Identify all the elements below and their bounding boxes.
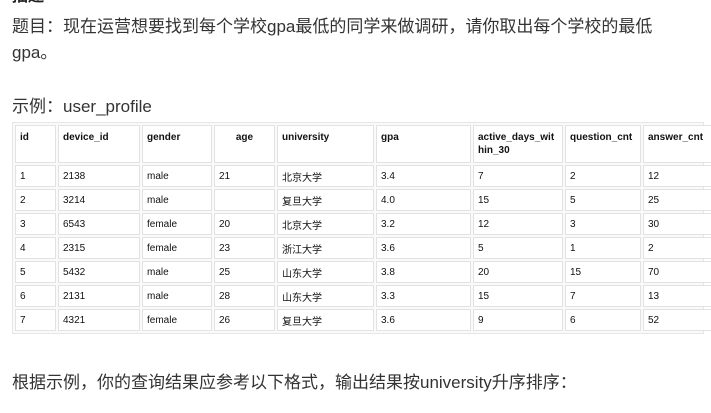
table-cell: 3 (15, 213, 56, 235)
table-cell: 12 (643, 165, 711, 187)
table-row: 7 4321 female 26 复旦大学 3.6 9 6 52 (15, 309, 711, 331)
table-cell: 52 (643, 309, 711, 331)
table-cell: 浙江大学 (277, 237, 374, 259)
table-cell: 21 (214, 165, 275, 187)
table-cell: 25 (214, 261, 275, 283)
table-cell: 4.0 (376, 189, 471, 211)
table-cell: 15 (473, 189, 563, 211)
table-cell: male (142, 261, 212, 283)
table-cell: 23 (214, 237, 275, 259)
table-cell: 20 (214, 213, 275, 235)
table-cell: 4 (15, 237, 56, 259)
table-cell: 15 (565, 261, 641, 283)
table-cell: 5432 (58, 261, 140, 283)
table-cell: 6 (565, 309, 641, 331)
table-cell: 复旦大学 (277, 309, 374, 331)
table-row: 4 2315 female 23 浙江大学 3.6 5 1 2 (15, 237, 711, 259)
table-cell: 7 (565, 285, 641, 307)
table-cell: 山东大学 (277, 261, 374, 283)
table-body: 1 2138 male 21 北京大学 3.4 7 2 12 2 3214 male 复旦大学 4.0 15… (15, 165, 711, 331)
problem-statement: 题目：现在运营想要找到每个学校gpa最低的同学来做调研，请你取出每个学校的最低g… (12, 17, 653, 62)
column-header: gpa (376, 125, 471, 163)
column-header: id (15, 125, 56, 163)
table-row: 3 6543 female 20 北京大学 3.2 12 3 30 (15, 213, 711, 235)
table-cell: 13 (643, 285, 711, 307)
table-cell: 26 (214, 309, 275, 331)
table-row: 2 3214 male 复旦大学 4.0 15 5 25 (15, 189, 711, 211)
table-cell: 3.3 (376, 285, 471, 307)
table-cell: 6 (15, 285, 56, 307)
table-cell: 2315 (58, 237, 140, 259)
table-cell: female (142, 213, 212, 235)
table-cell: 15 (473, 285, 563, 307)
table-cell: 7 (473, 165, 563, 187)
table-cell: 3.6 (376, 309, 471, 331)
table-cell: male (142, 285, 212, 307)
column-header: question_cnt (565, 125, 641, 163)
table-cell: 北京大学 (277, 213, 374, 235)
table-cell: 北京大学 (277, 165, 374, 187)
table-cell: 5 (565, 189, 641, 211)
table-cell: 6543 (58, 213, 140, 235)
table-cell: 2138 (58, 165, 140, 187)
column-header: device_id (58, 125, 140, 163)
result-format-note: 根据示例，你的查询结果应参考以下格式，输出结果按university升序排序： (12, 373, 577, 392)
table-cell: 2 (643, 237, 711, 259)
table-cell: male (142, 165, 212, 187)
table-cell: 7 (15, 309, 56, 331)
table-cell: 2 (565, 165, 641, 187)
table-cell: female (142, 237, 212, 259)
table-header-row: id device_id gender age university gpa active_… (15, 125, 711, 163)
table-cell: 28 (214, 285, 275, 307)
table-cell: 3.6 (376, 237, 471, 259)
table-row: 6 2131 male 28 山东大学 3.3 15 7 13 (15, 285, 711, 307)
table-cell: 3.4 (376, 165, 471, 187)
table-cell: 3214 (58, 189, 140, 211)
table-cell: 5 (473, 237, 563, 259)
column-header: gender (142, 125, 212, 163)
table-cell: female (142, 309, 212, 331)
table-cell: 30 (643, 213, 711, 235)
column-header: university (277, 125, 374, 163)
table-cell: 2131 (58, 285, 140, 307)
column-header: answer_cnt (643, 125, 711, 163)
table-cell: 1 (15, 165, 56, 187)
table-cell: 3 (565, 213, 641, 235)
table-cell: 3.2 (376, 213, 471, 235)
table-cell: 70 (643, 261, 711, 283)
example-label: 示例：user_profile (12, 97, 152, 116)
example-table-image: id device_id gender age university gpa active_… (12, 122, 711, 334)
user-profile-table: id device_id gender age university gpa active_… (13, 123, 711, 333)
table-cell: 山东大学 (277, 285, 374, 307)
table-row: 5 5432 male 25 山东大学 3.8 20 15 70 (15, 261, 711, 283)
table-cell: 5 (15, 261, 56, 283)
section-heading: 描述 (12, 0, 44, 5)
table-row: 1 2138 male 21 北京大学 3.4 7 2 12 (15, 165, 711, 187)
table-cell: 12 (473, 213, 563, 235)
table-cell (214, 189, 275, 211)
table-cell: 复旦大学 (277, 189, 374, 211)
table-cell: 1 (565, 237, 641, 259)
table-cell: 9 (473, 309, 563, 331)
table-cell: 2 (15, 189, 56, 211)
column-header: active_days_within_30 (473, 125, 563, 163)
table-cell: 20 (473, 261, 563, 283)
table-cell: 25 (643, 189, 711, 211)
table-cell: male (142, 189, 212, 211)
column-header: age (214, 125, 275, 163)
table-cell: 3.8 (376, 261, 471, 283)
table-cell: 4321 (58, 309, 140, 331)
